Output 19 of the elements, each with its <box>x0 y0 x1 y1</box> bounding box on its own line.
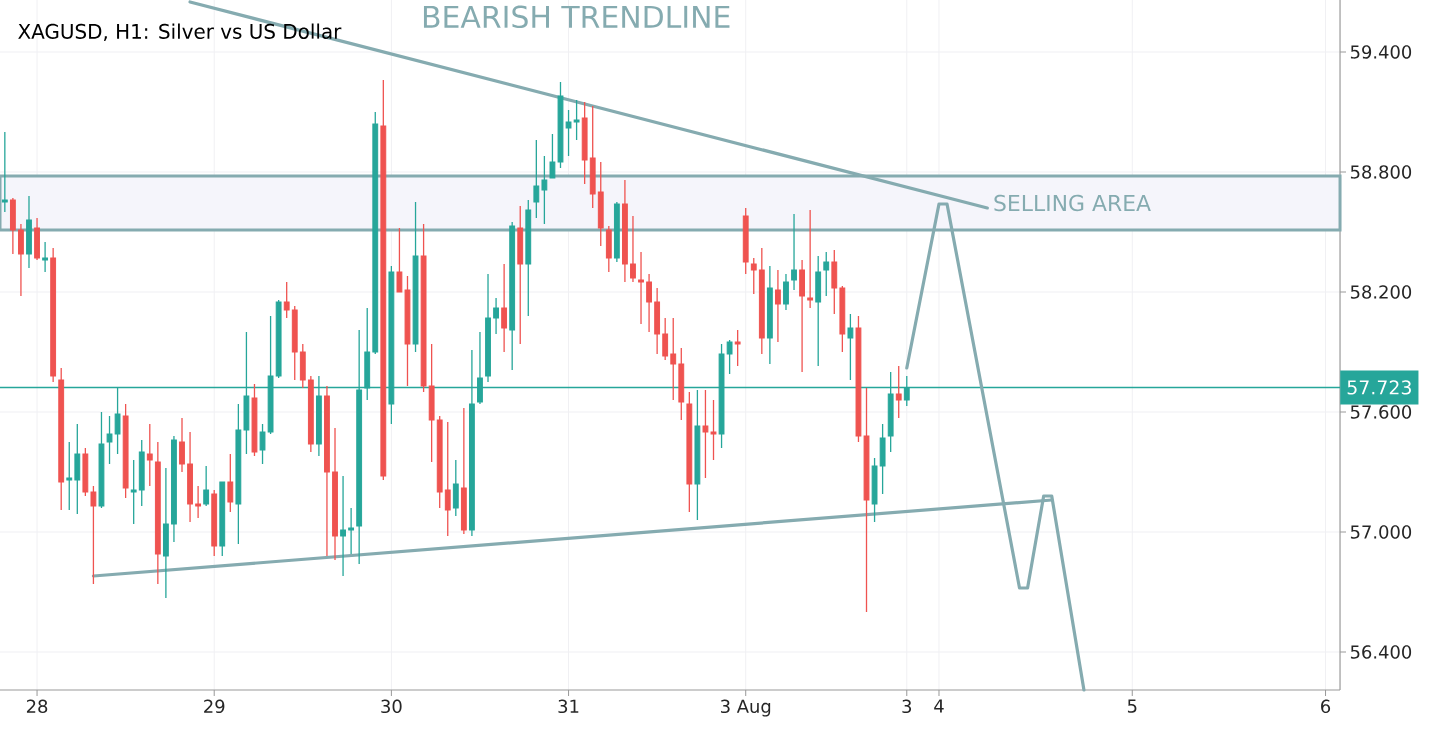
annotation: BEARISH TRENDLINE <box>423 5 730 29</box>
x-tick-label: 5 <box>1127 699 1137 713</box>
y-tick-label: 56.400 <box>1350 645 1412 659</box>
y-tick-label: 57.000 <box>1350 525 1412 539</box>
x-tick-label: 30 <box>381 699 402 714</box>
x-tick-label: 29 <box>204 699 225 714</box>
y-tick-label: 58.200 <box>1350 285 1412 299</box>
x-tick-label: 3 <box>902 699 912 714</box>
x-tick-label: 31 <box>558 699 579 714</box>
ref-line-label: 57.723 <box>1347 380 1411 395</box>
band-label: SELLING AREA <box>994 194 1151 212</box>
x-tick-label: 3 Aug <box>721 699 771 717</box>
text: XAGUSD, H1: Silver vs US Dollar <box>18 23 342 41</box>
y-tick-label: 57.600 <box>1350 405 1412 419</box>
x-tick-label: 4 <box>934 699 944 713</box>
x-tick-label: 28 <box>26 699 48 714</box>
y-tick-label: 59.400 <box>1350 45 1412 59</box>
y-tick-label: 58.800 <box>1350 165 1412 179</box>
x-tick-label: 6 <box>1321 699 1331 714</box>
